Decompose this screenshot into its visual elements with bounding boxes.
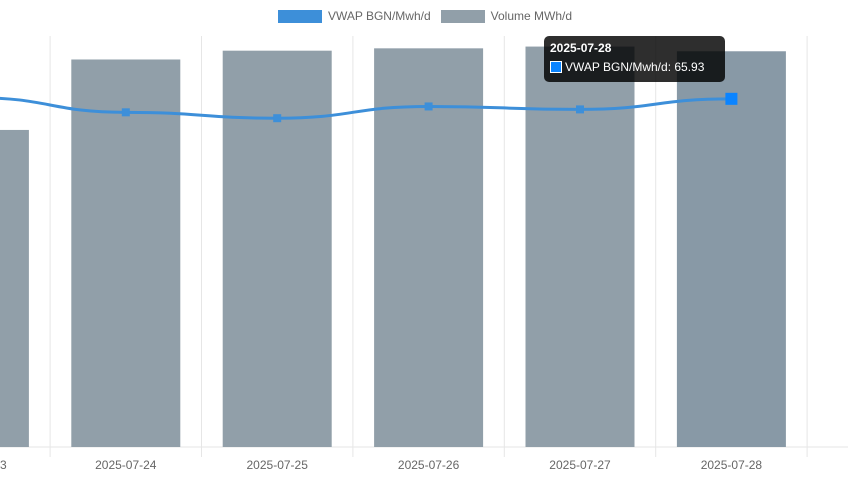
line-vwap	[0, 96, 732, 120]
x-tick-label: 2025-07-28	[701, 458, 763, 472]
bar-volume	[676, 51, 786, 447]
legend-item-vwap[interactable]: VWAP BGN/Mwh/d	[277, 9, 431, 23]
bar-volume	[71, 59, 181, 447]
legend-swatch-vwap	[277, 9, 322, 23]
legend-label-volume: Volume MWh/d	[490, 9, 573, 23]
point-vwap	[576, 105, 584, 114]
point-vwap	[424, 102, 433, 111]
tooltip-title: 2025-07-28	[550, 41, 612, 55]
tooltip-text: VWAP BGN/Mwh/d: 65.93	[565, 60, 705, 74]
x-tick-label: 2025-07-27	[549, 458, 611, 472]
bar-volume	[374, 48, 484, 448]
bar-volume	[222, 50, 332, 448]
x-tick-label: 3	[0, 458, 7, 472]
legend-label-vwap: VWAP BGN/Mwh/d	[327, 9, 431, 23]
point-vwap	[725, 92, 738, 105]
x-tick-label: 2025-07-24	[95, 458, 157, 472]
x-tick-label: 2025-07-25	[247, 458, 309, 472]
legend-swatch-volume	[440, 9, 485, 23]
tooltip-swatch	[550, 61, 562, 73]
legend-item-volume[interactable]: Volume MWh/d	[440, 9, 573, 23]
tooltip: 2025-07-28 VWAP BGN/Mwh/d: 65.93	[544, 36, 725, 82]
point-vwap	[121, 108, 130, 117]
legend: VWAP BGN/Mwh/d Volume MWh/d	[0, 9, 850, 23]
point-vwap	[273, 114, 282, 123]
x-tick-label: 2025-07-26	[398, 458, 460, 472]
bar-volume	[0, 129, 29, 447]
